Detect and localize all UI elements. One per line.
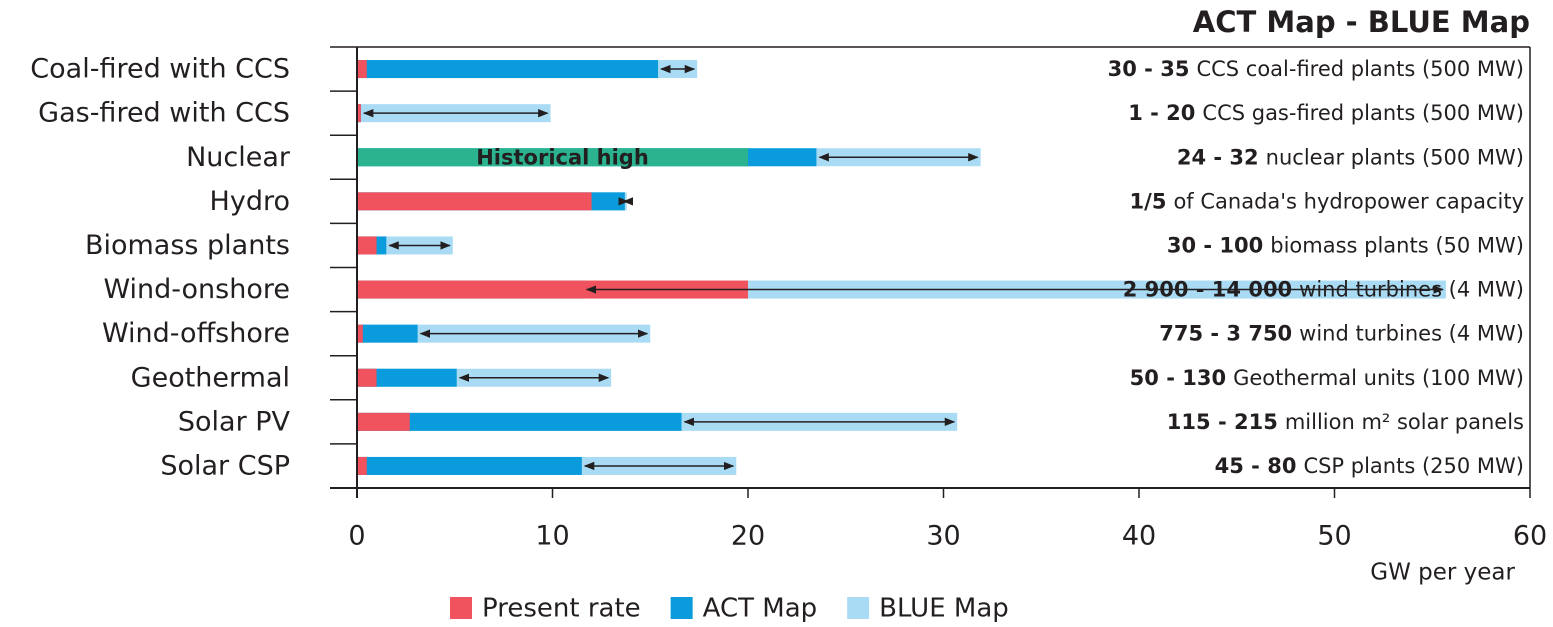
annotation: 30 - 100 biomass plants (50 MW): [1167, 233, 1524, 257]
annotation-bold: 24 - 32: [1177, 145, 1259, 169]
annotation-bold: 775 - 3 750: [1159, 322, 1292, 346]
legend-swatch: [450, 597, 472, 619]
bar: [357, 456, 367, 475]
annotation-bold: 30 - 35: [1108, 57, 1190, 81]
bar: [357, 412, 410, 431]
annotation-bold: 50 - 130: [1130, 366, 1226, 390]
annotation-bold: 2 900 - 14 000: [1123, 278, 1292, 302]
bar: [357, 192, 592, 211]
annotation: 30 - 35 CCS coal-fired plants (500 MW): [1108, 57, 1524, 81]
category-label: Hydro: [210, 186, 290, 217]
annotation-text: wind turbines (4 MW): [1299, 322, 1524, 346]
legend-label: Present rate: [482, 594, 641, 624]
bar: [357, 456, 582, 475]
x-tick-label: 10: [535, 521, 569, 552]
annotation-text: CSP plants (250 MW): [1303, 454, 1524, 478]
annotation-text: nuclear plants (500 MW): [1266, 145, 1524, 169]
annotation: 45 - 80 CSP plants (250 MW): [1215, 454, 1524, 478]
annotation-text: of Canada's hydropower capacity: [1173, 189, 1524, 213]
bar: [357, 104, 361, 123]
annotation-bold: 30 - 100: [1167, 233, 1263, 257]
bar: [357, 236, 377, 255]
legend-swatch: [670, 597, 693, 619]
historical-high-bar: [357, 148, 748, 167]
category-label: Coal-fired with CCS: [30, 54, 290, 85]
annotation-text: CCS coal-fired plants (500 MW): [1196, 57, 1524, 81]
annotation-text: biomass plants (50 MW): [1270, 233, 1524, 257]
annotation-text: CCS gas-fired plants (500 MW): [1202, 101, 1524, 125]
legend-swatch: [847, 597, 870, 619]
x-tick-label: 30: [926, 521, 960, 552]
bar: [357, 412, 682, 431]
annotation: 24 - 32 nuclear plants (500 MW): [1177, 145, 1524, 169]
x-axis-label: GW per year: [1370, 560, 1515, 586]
annotation: 115 - 215 million m² solar panels: [1167, 410, 1524, 434]
category-label: Geothermal: [131, 362, 290, 393]
bar: [357, 324, 418, 343]
historical-high-label: Historical high: [476, 145, 649, 169]
annotation-bold: 1 - 20: [1128, 101, 1195, 125]
bar: [357, 368, 457, 387]
annotation: 50 - 130 Geothermal units (100 MW): [1130, 366, 1524, 390]
legend-label: BLUE Map: [879, 594, 1009, 624]
category-label: Wind-offshore: [102, 318, 290, 349]
annotation: 2 900 - 14 000 wind turbines (4 MW): [1123, 278, 1524, 302]
annotation-bold: 1/5: [1130, 189, 1167, 213]
annotation-text: wind turbines (4 MW): [1299, 278, 1524, 302]
bar: [357, 280, 748, 299]
annotation-text: Geothermal units (100 MW): [1233, 366, 1524, 390]
chart-title: ACT Map - BLUE Map: [1193, 5, 1530, 39]
category-label: Biomass plants: [85, 230, 290, 261]
bar: [357, 60, 659, 79]
annotation-bold: 115 - 215: [1167, 410, 1278, 434]
bar: [357, 60, 367, 79]
bar: [357, 368, 377, 387]
x-tick-label: 0: [348, 521, 365, 552]
x-tick-label: 50: [1317, 521, 1351, 552]
category-label: Solar PV: [178, 406, 291, 437]
x-tick-label: 60: [1513, 521, 1547, 552]
annotation: 775 - 3 750 wind turbines (4 MW): [1159, 322, 1524, 346]
bar: [357, 324, 363, 343]
legend-label: ACT Map: [703, 594, 818, 624]
category-label: Solar CSP: [160, 450, 290, 481]
category-label: Nuclear: [186, 142, 291, 173]
annotation-text: million m² solar panels: [1285, 410, 1524, 434]
annotation-bold: 45 - 80: [1215, 454, 1297, 478]
category-label: Gas-fired with CCS: [38, 98, 290, 129]
category-label: Wind-onshore: [103, 274, 290, 305]
x-tick-label: 40: [1122, 521, 1156, 552]
x-tick-label: 20: [731, 521, 765, 552]
annotation: 1/5 of Canada's hydropower capacity: [1130, 189, 1524, 213]
annotation: 1 - 20 CCS gas-fired plants (500 MW): [1128, 101, 1524, 125]
